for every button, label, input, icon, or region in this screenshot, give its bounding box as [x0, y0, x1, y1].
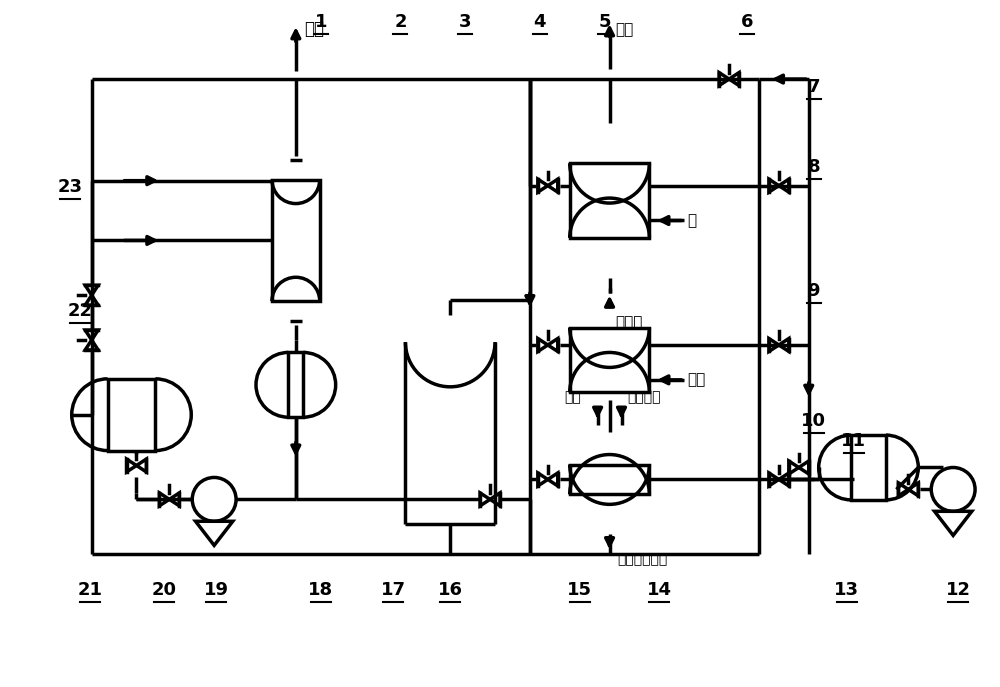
- Text: 干空气: 干空气: [616, 315, 643, 330]
- Text: 12: 12: [946, 581, 971, 599]
- Text: 浓缩磷盐母液: 浓缩磷盐母液: [618, 552, 668, 566]
- Text: 8: 8: [807, 158, 820, 176]
- Text: 1: 1: [314, 13, 327, 32]
- Text: 5: 5: [598, 13, 611, 32]
- Bar: [272, 180, 320, 301]
- Text: 蒸汽: 蒸汽: [565, 390, 581, 404]
- Bar: [570, 464, 649, 495]
- Text: 13: 13: [834, 581, 859, 599]
- Bar: [288, 352, 303, 417]
- Text: 16: 16: [438, 581, 463, 599]
- Text: 9: 9: [807, 282, 820, 300]
- Circle shape: [192, 477, 236, 521]
- Text: 22: 22: [67, 302, 92, 320]
- Text: 4: 4: [534, 13, 546, 32]
- Text: 10: 10: [801, 412, 826, 429]
- Text: 磷盐母液: 磷盐母液: [627, 390, 661, 404]
- Bar: [570, 164, 649, 238]
- Text: 3: 3: [459, 13, 471, 32]
- Text: 19: 19: [204, 581, 229, 599]
- Text: 蒸汽: 蒸汽: [616, 22, 634, 37]
- Text: 2: 2: [394, 13, 407, 32]
- Text: 20: 20: [152, 581, 177, 599]
- Circle shape: [931, 467, 975, 511]
- Text: 6: 6: [741, 13, 753, 32]
- Text: 15: 15: [567, 581, 592, 599]
- Text: 18: 18: [308, 581, 333, 599]
- Text: 空气: 空气: [687, 372, 705, 387]
- Text: 放空: 放空: [304, 21, 324, 38]
- Text: 水: 水: [687, 213, 696, 228]
- Text: 14: 14: [647, 581, 672, 599]
- Text: 11: 11: [841, 431, 866, 449]
- Bar: [108, 379, 155, 451]
- Text: 23: 23: [57, 178, 82, 196]
- Text: 17: 17: [381, 581, 406, 599]
- Text: 7: 7: [807, 78, 820, 96]
- Bar: [570, 328, 649, 392]
- Bar: [851, 435, 886, 500]
- Text: 21: 21: [77, 581, 102, 599]
